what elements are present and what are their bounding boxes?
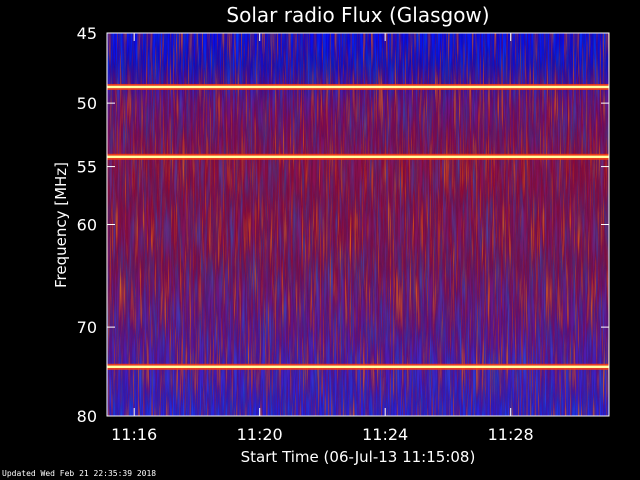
y-tick-label-80: 80 [77,407,97,426]
x-axis: 11:16 11:20 11:24 11:28 [111,33,534,444]
y-axis-label: Frequency [MHz] [52,162,70,288]
x-tick-label-11:28: 11:28 [488,425,534,444]
spectrogram-image [107,33,609,416]
updated-timestamp: Updated Wed Feb 21 22:35:39 2018 [2,469,157,478]
x-axis-label: Start Time (06-Jul-13 11:15:08) [241,448,476,466]
y-axis: 45 50 55 60 70 80 [77,24,609,426]
x-tick-label-11:16: 11:16 [111,425,157,444]
interference-band-core-1 [107,155,609,159]
y-tick-label-45: 45 [77,24,97,43]
y-tick-label-60: 60 [77,216,97,235]
chart-title: Solar radio Flux (Glasgow) [226,3,489,27]
x-tick-label-11:20: 11:20 [237,425,283,444]
x-tick-label-11:24: 11:24 [362,425,408,444]
y-tick-label-70: 70 [77,318,97,337]
y-tick-label-55: 55 [77,158,97,177]
interference-band-core-0 [107,85,609,89]
y-tick-label-50: 50 [77,94,97,113]
interference-band-core-2 [107,365,609,368]
